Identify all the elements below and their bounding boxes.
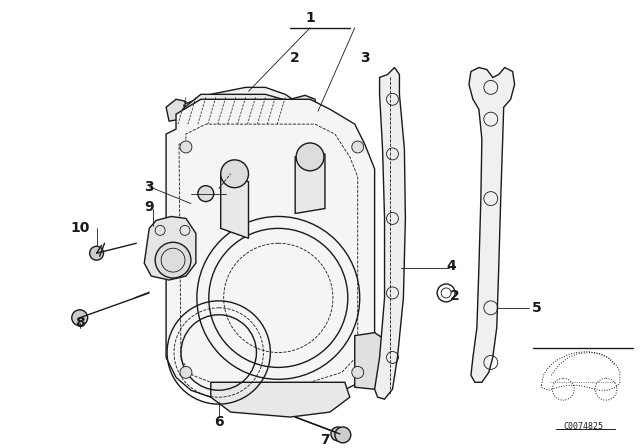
Polygon shape (211, 382, 350, 417)
Text: 4: 4 (446, 259, 456, 273)
Text: C0074825: C0074825 (563, 422, 603, 431)
Text: 8: 8 (75, 316, 84, 330)
Polygon shape (374, 68, 405, 399)
Text: 3: 3 (360, 51, 369, 65)
Text: 7: 7 (320, 433, 330, 447)
Text: 1: 1 (305, 11, 315, 25)
Polygon shape (144, 216, 196, 280)
Polygon shape (355, 333, 390, 389)
Circle shape (180, 366, 192, 378)
Circle shape (352, 366, 364, 378)
Circle shape (198, 185, 214, 202)
Polygon shape (221, 174, 248, 238)
Polygon shape (166, 99, 374, 397)
Text: 6: 6 (214, 415, 223, 429)
Polygon shape (469, 68, 515, 382)
Polygon shape (290, 95, 318, 124)
Polygon shape (295, 154, 325, 214)
Circle shape (221, 160, 248, 188)
Circle shape (72, 310, 88, 326)
Circle shape (296, 143, 324, 171)
Circle shape (335, 427, 351, 443)
Text: 10: 10 (70, 221, 90, 235)
Polygon shape (176, 87, 305, 127)
Polygon shape (176, 95, 300, 129)
Text: 3: 3 (145, 180, 154, 194)
Circle shape (352, 141, 364, 153)
Text: 2: 2 (291, 51, 300, 65)
Circle shape (90, 246, 104, 260)
Text: 9: 9 (145, 199, 154, 214)
Circle shape (180, 141, 192, 153)
Polygon shape (166, 99, 186, 121)
Text: 5: 5 (532, 301, 541, 315)
Text: 2: 2 (450, 289, 460, 303)
Circle shape (331, 427, 345, 441)
Circle shape (155, 242, 191, 278)
